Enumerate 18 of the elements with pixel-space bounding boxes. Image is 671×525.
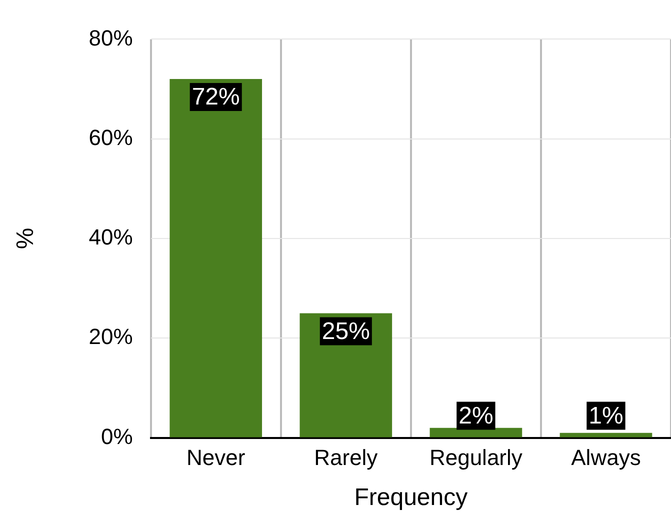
data-label: 1%: [588, 402, 624, 430]
data-label: 2%: [458, 402, 494, 430]
x-tick-label: Always: [571, 445, 641, 470]
data-label: 72%: [192, 84, 240, 111]
y-tick-label: 0%: [101, 424, 133, 449]
y-tick-label: 20%: [88, 324, 133, 350]
bar: [430, 428, 522, 438]
y-tick-label: 60%: [88, 124, 133, 150]
data-label: 25%: [322, 318, 370, 345]
x-axis-title: Frequency: [354, 484, 468, 512]
x-tick-label: Regularly: [429, 445, 522, 470]
bar: [170, 79, 262, 438]
x-tick-label: Never: [186, 445, 246, 470]
bar: [560, 432, 652, 438]
x-tick-label: Rarely: [314, 445, 378, 470]
y-axis-title: %: [12, 228, 40, 250]
y-tick-label: 80%: [88, 25, 133, 50]
y-tick-label: 40%: [88, 224, 133, 250]
